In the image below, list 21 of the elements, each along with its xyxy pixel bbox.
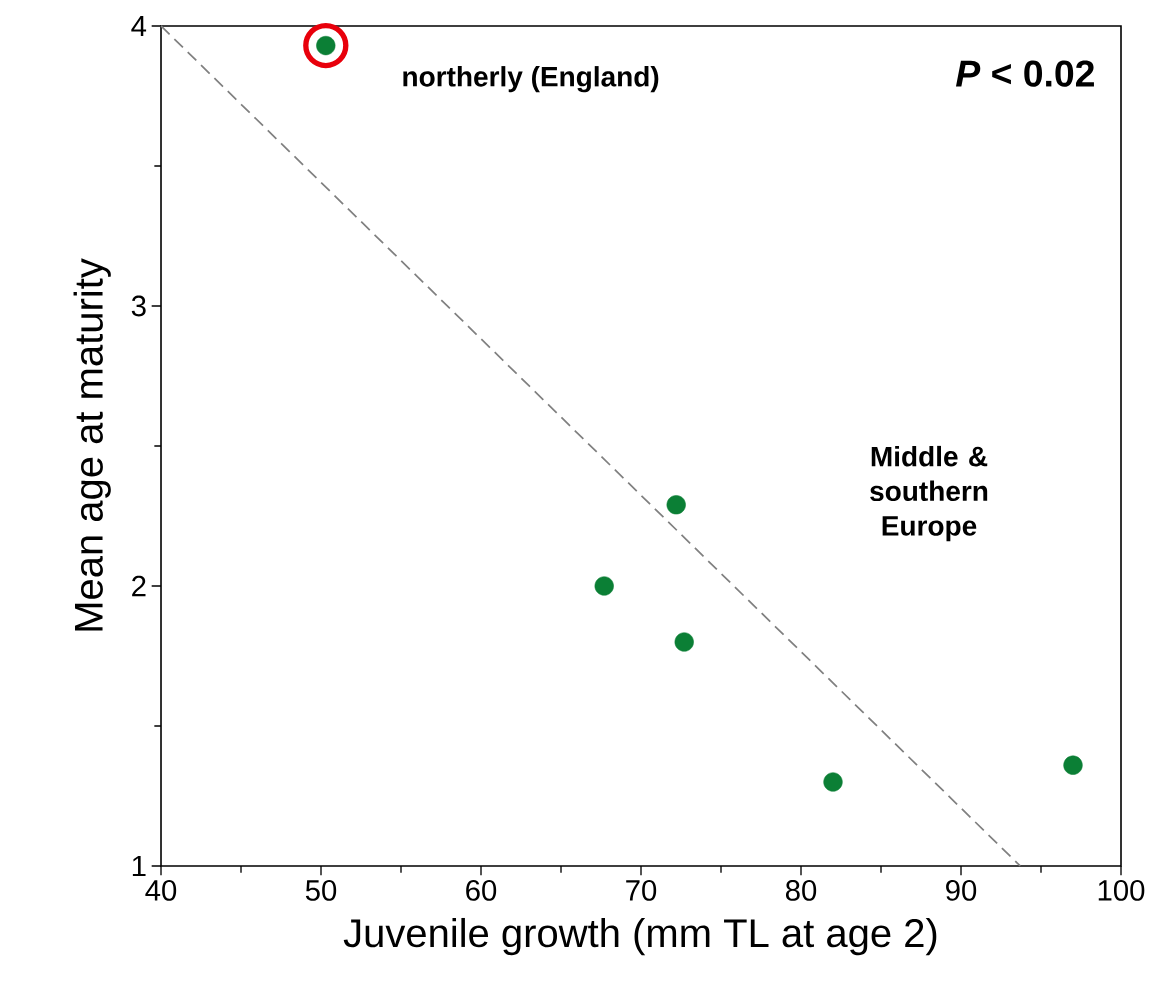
point bbox=[666, 495, 686, 515]
point bbox=[823, 772, 843, 792]
x-tick-label: 70 bbox=[626, 880, 657, 901]
y-tick-label: 1 bbox=[132, 855, 146, 877]
x-tick-label: 80 bbox=[785, 880, 817, 901]
x-tick-label: 40 bbox=[145, 880, 177, 901]
y-tick-label: 3 bbox=[131, 295, 146, 317]
annotation: P < 0.02 bbox=[955, 60, 1094, 87]
annotation: Middle & southern Europe bbox=[870, 445, 988, 542]
x-tick-label: 50 bbox=[305, 880, 337, 901]
y-tick-label: 2 bbox=[132, 575, 146, 597]
x-tick-label: 90 bbox=[946, 880, 977, 901]
x-axis-title: Juvenile growth (mm TL at age 2) bbox=[343, 917, 937, 956]
point bbox=[1063, 755, 1083, 775]
x-tick-label: 100 bbox=[1098, 880, 1145, 901]
annotation: northerly (England) bbox=[403, 66, 659, 93]
point bbox=[674, 632, 694, 652]
x-tick-label: 60 bbox=[466, 880, 497, 901]
point bbox=[594, 576, 614, 596]
y-axis-title: Mean age at maturity bbox=[73, 258, 111, 631]
y-tick-label: 4 bbox=[131, 15, 147, 37]
